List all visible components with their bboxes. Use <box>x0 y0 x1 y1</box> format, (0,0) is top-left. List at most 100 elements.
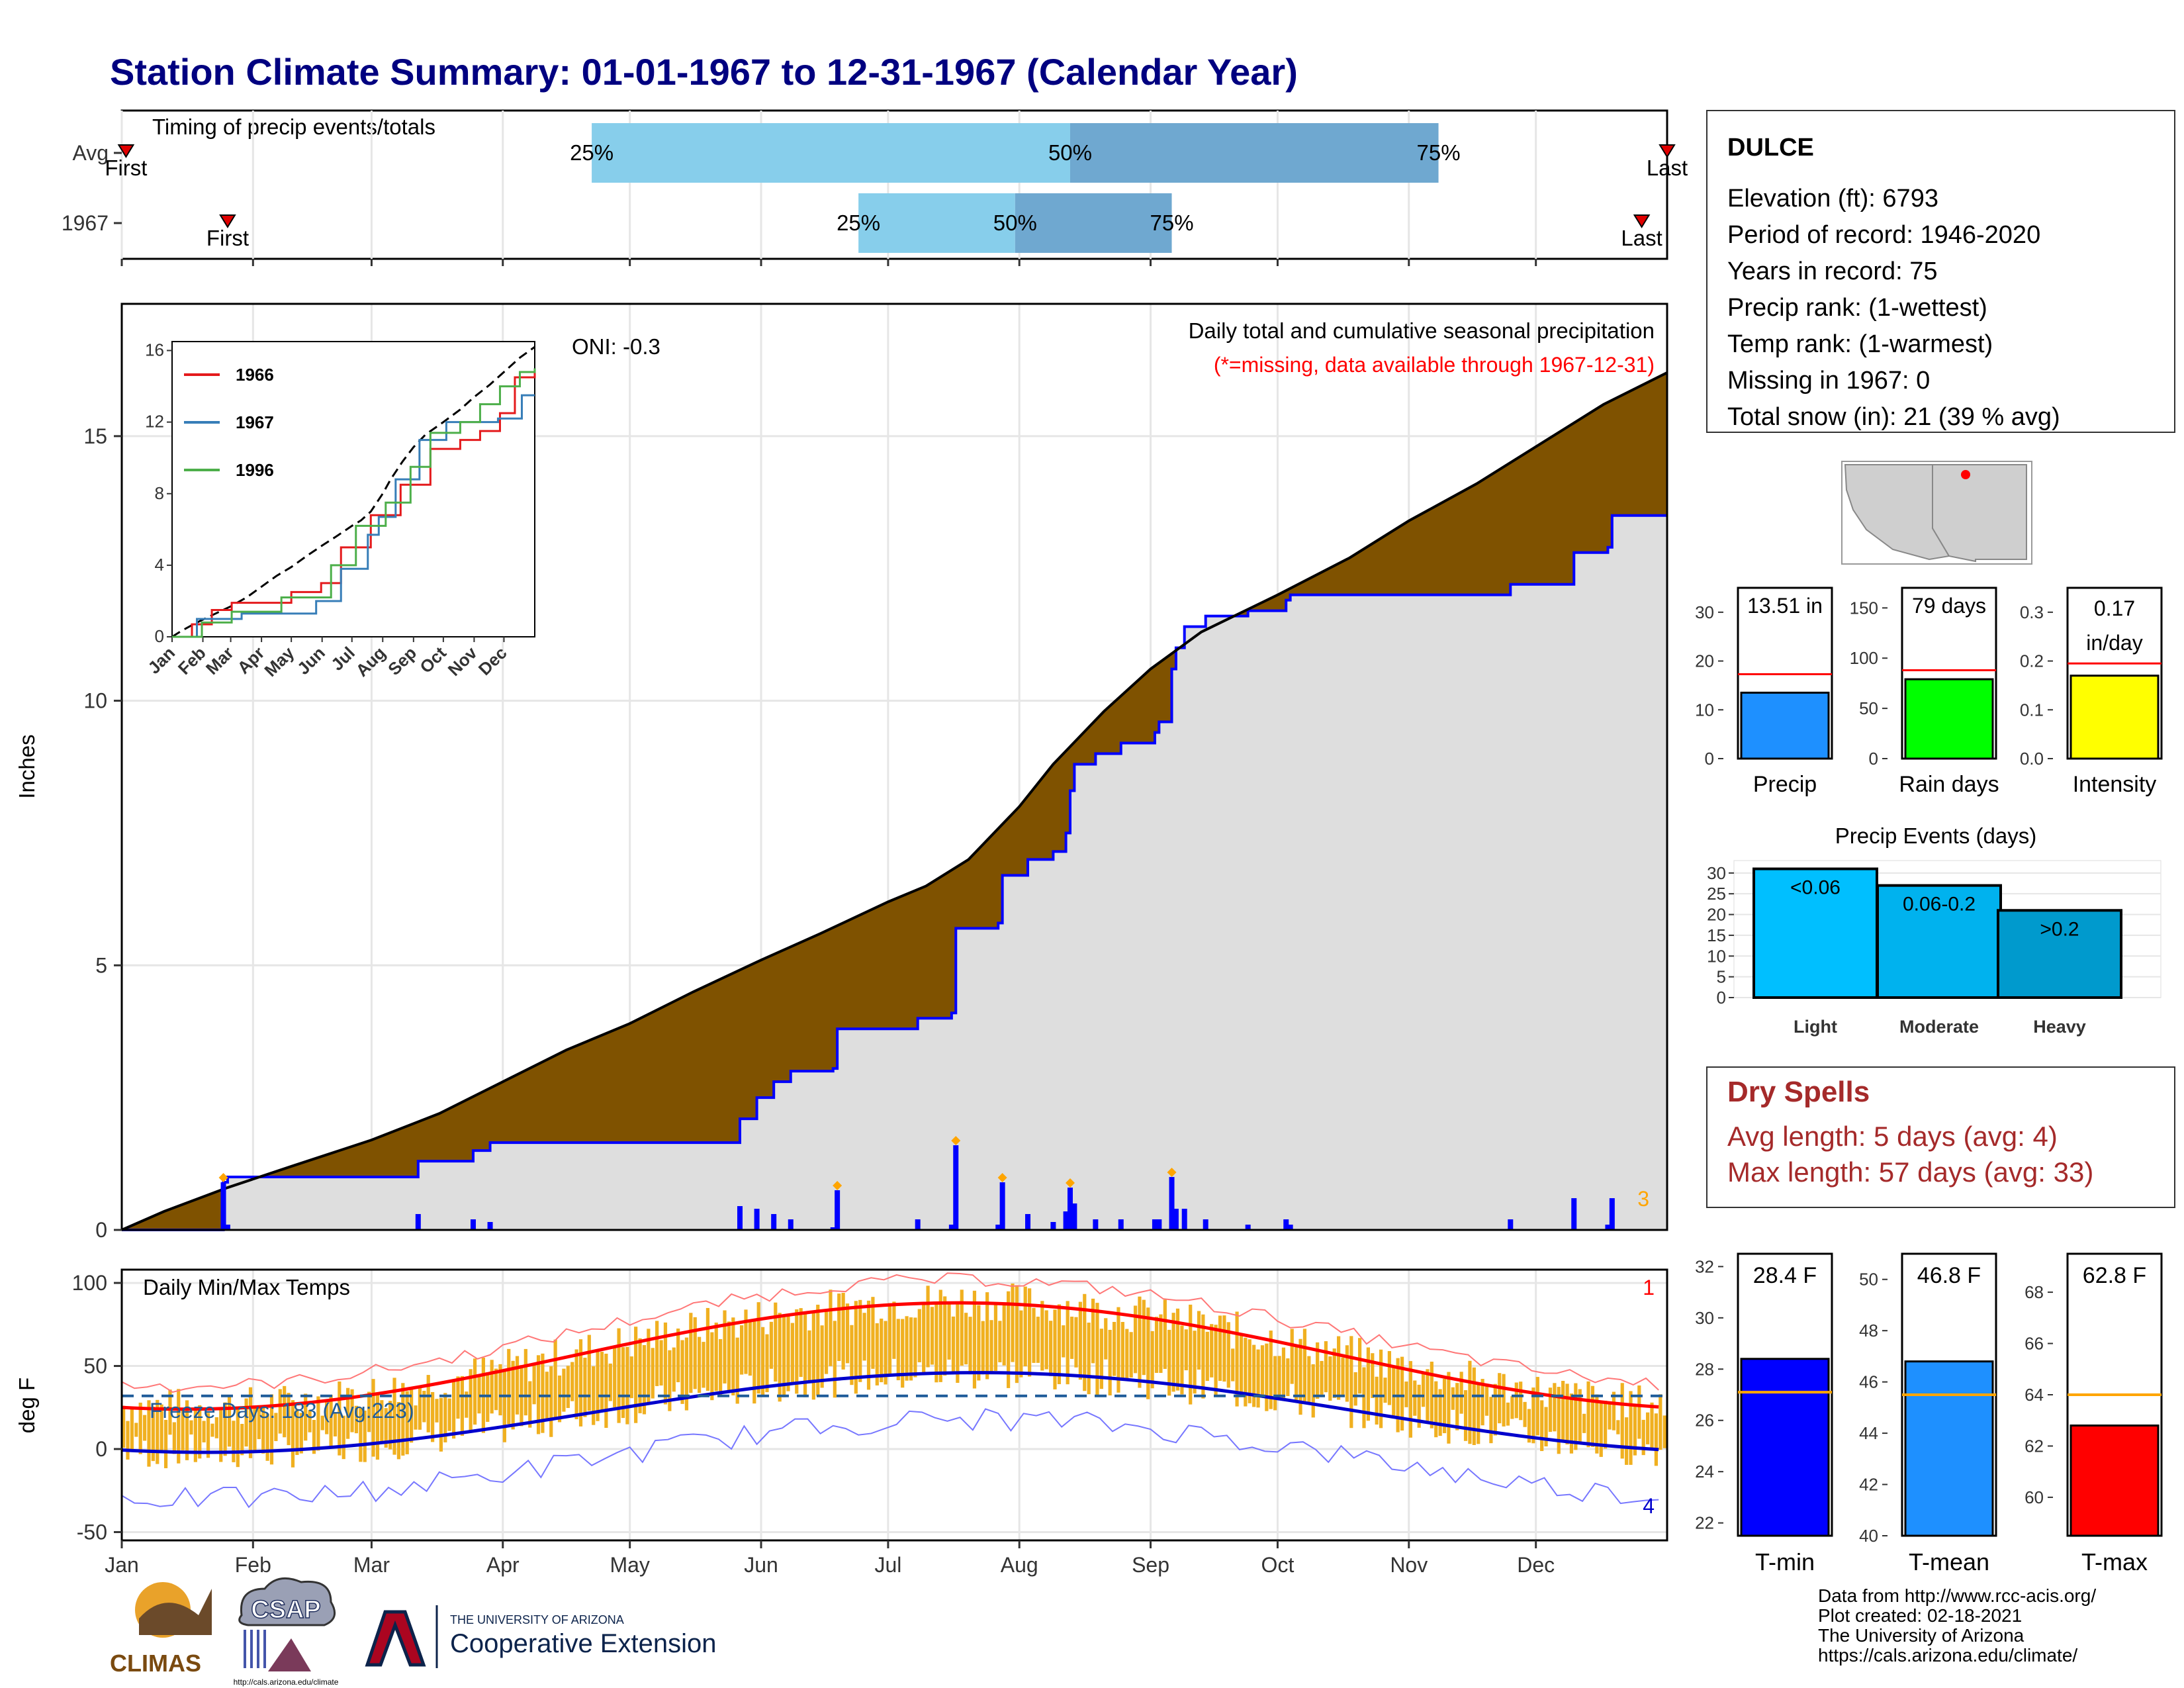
daily-temp-bar <box>1239 1333 1244 1395</box>
station-name: DULCE <box>1727 134 1814 162</box>
daily-temp-bar <box>159 1404 163 1452</box>
events-tick-label: 5 <box>1717 967 1726 987</box>
daily-temp-bar <box>824 1311 829 1374</box>
daily-temp-bar <box>210 1423 214 1437</box>
daily-temp-bar <box>193 1409 197 1462</box>
daily-temp-bar <box>668 1350 672 1411</box>
daily-temp-bar <box>375 1392 380 1460</box>
daily-temp-bar <box>993 1303 998 1371</box>
events-bar <box>1752 867 1878 999</box>
daily-temp-bar <box>1201 1314 1205 1399</box>
daily-temp-bar <box>1218 1315 1222 1382</box>
daily-temp-bar <box>1421 1373 1426 1407</box>
daily-temp-bar <box>142 1415 147 1441</box>
daily-temp-bar <box>1387 1350 1391 1405</box>
daily-temp-bar <box>1087 1323 1091 1395</box>
daily-temp-bar <box>790 1323 794 1383</box>
daily-temp-bar <box>1311 1364 1315 1418</box>
daily-temp-bar <box>799 1308 803 1378</box>
temp-panel-border <box>120 1268 1668 1542</box>
daily-temp-bar <box>363 1410 367 1462</box>
events-bar-label: Light <box>1794 1017 1837 1037</box>
station-temp-rank: Temp rank: (1-warmest) <box>1727 330 1993 358</box>
inset-series-line <box>172 368 536 638</box>
daily-temp-bar <box>244 1398 248 1447</box>
daily-temp-bar <box>299 1413 303 1454</box>
csap-logo: CSAP http://cals.arizona.edu/climate <box>234 1577 339 1687</box>
summary-bar <box>1904 678 1994 760</box>
daily-temp-bar <box>1544 1407 1548 1447</box>
summary-tick-label: 10 <box>1695 700 1714 720</box>
daily-temp-bar <box>304 1393 308 1441</box>
daily-temp-bar <box>748 1321 752 1376</box>
daily-temp-bar <box>401 1383 405 1456</box>
daily-temp-bar <box>672 1347 676 1392</box>
daily-temp-bar <box>1214 1325 1218 1397</box>
daily-temp-bar <box>625 1346 629 1425</box>
daily-temp-bar <box>566 1366 570 1409</box>
daily-temp-bar <box>1519 1382 1523 1421</box>
page-title: Station Climate Summary: 01-01-1967 to 1… <box>110 51 1298 93</box>
precip-panel-border <box>120 303 1668 1231</box>
daily-temp-bar <box>312 1419 316 1454</box>
climas-text: CLIMAS <box>110 1650 201 1677</box>
daily-temp-bar <box>1434 1381 1438 1438</box>
daily-temp-bar <box>308 1410 312 1432</box>
daily-temp-bar <box>269 1394 274 1465</box>
daily-temp-bar <box>680 1340 684 1404</box>
station-info-box: DULCE Elevation (ft): 6793 Period of rec… <box>1706 110 2175 433</box>
temp-y-axis-label: deg F <box>15 1378 39 1433</box>
daily-temp-bar <box>642 1344 647 1415</box>
daily-temp-bar <box>1159 1314 1163 1374</box>
summary-tick-label: 30 <box>1695 602 1714 622</box>
daily-temp-bar <box>1150 1331 1154 1389</box>
daily-temp-bar <box>837 1293 841 1361</box>
inset-cumulative-chart: 0481216JanFebMarAprMayJunJulAugSepOctNov… <box>144 340 536 680</box>
timing-p25-label: 25% <box>837 211 880 235</box>
dry-spells-avg: Avg length: 5 days (avg: 4) <box>1727 1121 2058 1152</box>
csap-cloud-icon <box>238 1577 336 1626</box>
climas-mountain-icon <box>139 1589 212 1635</box>
record-high-line <box>121 1272 1659 1393</box>
daily-temp-bar <box>223 1402 227 1456</box>
temp-y-tick-label: 100 <box>72 1271 107 1295</box>
daily-temp-bar <box>744 1309 748 1374</box>
daily-temp-bar <box>816 1304 820 1396</box>
events-tick-label: 20 <box>1707 905 1726 925</box>
daily-temp-bar <box>1015 1285 1019 1383</box>
heavy-day-marker <box>1167 1168 1177 1178</box>
daily-temp-bar <box>325 1400 329 1434</box>
daily-temp-bar <box>693 1317 697 1389</box>
daily-temp-bar <box>714 1323 718 1391</box>
daily-temp-bar <box>803 1311 807 1397</box>
daily-precip-bar <box>470 1219 476 1230</box>
daily-precip-bar <box>1571 1198 1577 1230</box>
daily-temp-bar <box>604 1353 608 1429</box>
daily-temp-bar <box>1345 1345 1349 1402</box>
daily-temp-bar <box>710 1332 714 1401</box>
avg-high-line <box>121 1301 1659 1411</box>
daily-temp-bar <box>1337 1336 1341 1400</box>
daily-temp-bar <box>240 1424 244 1456</box>
daily-temp-bar <box>719 1338 723 1397</box>
daily-temp-bar <box>1502 1374 1506 1427</box>
daily-temp-bar <box>1125 1329 1129 1380</box>
daily-temp-bar <box>291 1400 295 1468</box>
daily-temp-bar <box>1040 1301 1044 1371</box>
daily-temp-bar <box>536 1355 541 1434</box>
daily-temp-bar <box>689 1313 693 1393</box>
daily-temp-bar <box>1383 1378 1387 1403</box>
daily-temp-bar <box>236 1408 240 1468</box>
heavy-day-marker <box>997 1173 1007 1183</box>
daily-temp-bar <box>316 1396 320 1451</box>
daily-temp-bar <box>774 1302 778 1382</box>
temp-summary-tick-label: 48 <box>1859 1321 1878 1340</box>
daily-temp-bar <box>447 1398 451 1431</box>
daily-temp-bar <box>126 1421 130 1460</box>
temp-summary-tick-label: 40 <box>1859 1526 1878 1546</box>
daily-temp-bar <box>1404 1382 1408 1407</box>
daily-temp-bar <box>1002 1304 1006 1366</box>
events-tick-label: 15 <box>1707 925 1726 945</box>
station-period: Period of record: 1946-2020 <box>1727 221 2040 249</box>
timing-last-label: Last <box>1647 156 1688 180</box>
